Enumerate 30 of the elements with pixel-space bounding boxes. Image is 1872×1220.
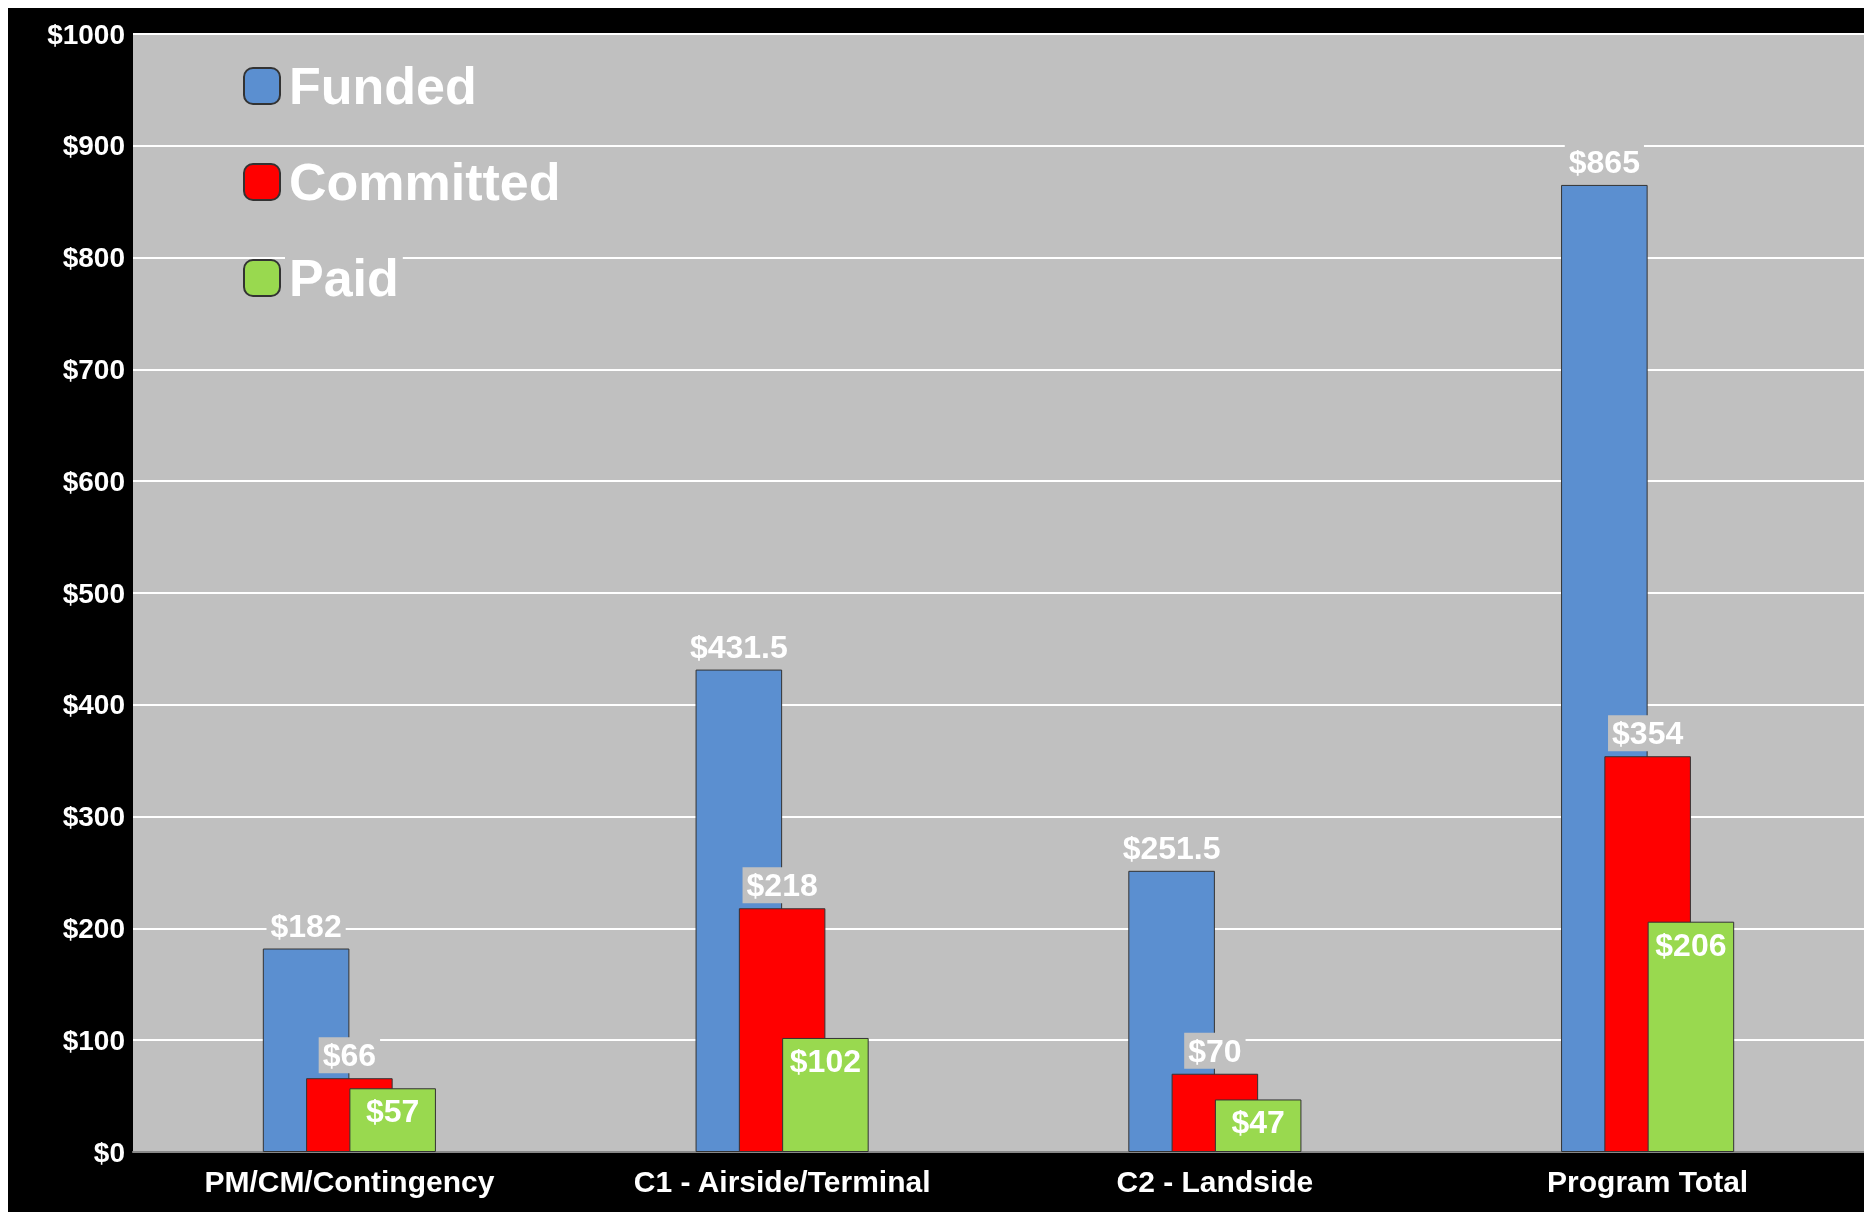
y-tick-label: $700 [62,353,125,385]
legend-label: Paid [289,249,399,307]
data-label: $102 [789,1042,861,1079]
y-tick-label: $400 [62,689,125,721]
data-label: $251.5 [1122,829,1221,866]
y-tick-label: $0 [93,1136,125,1168]
data-label: $354 [1612,715,1684,752]
data-label: $182 [270,907,342,944]
y-tick-label: $1000 [47,18,125,50]
x-tick-label: C1 - Airside/Terminal [633,1164,931,1198]
data-label: $66 [322,1037,377,1074]
data-label: $47 [1231,1104,1285,1141]
y-tick-label: $200 [62,912,125,944]
data-label: $70 [1188,1032,1242,1069]
data-label: $57 [365,1093,420,1130]
x-tick-label: C2 - Landside [1116,1164,1314,1198]
y-tick-label: $900 [62,130,125,162]
legend-label: Funded [289,57,477,115]
y-tick-label: $500 [62,577,125,609]
y-tick-label: $800 [62,242,125,274]
data-label: $218 [746,867,818,904]
x-tick-label: Program Total [1547,1164,1749,1198]
x-tick-label: PM/CM/Contingency [204,1164,495,1198]
data-label: $206 [1655,926,1727,963]
y-tick-label: $300 [62,801,125,833]
data-label: $865 [1568,143,1640,180]
y-tick-label: $100 [62,1024,125,1056]
legend-label: Committed [289,153,561,211]
data-label: $431.5 [689,628,788,665]
y-tick-label: $600 [62,465,125,497]
